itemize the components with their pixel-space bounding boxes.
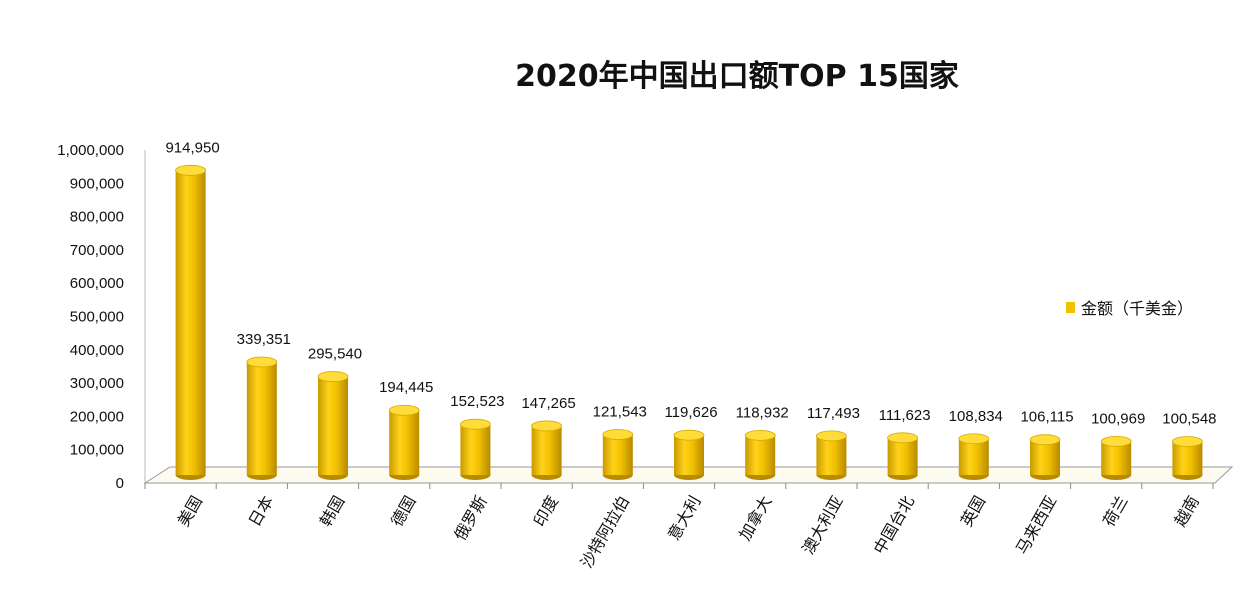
bar-top [246,356,278,368]
x-tick-label: 印度 [530,493,562,530]
x-tick-label: 德国 [387,493,419,530]
x-tick-label: 美国 [174,493,206,530]
data-label: 119,626 [664,404,717,421]
y-axis: 0 100,000 200,000 300,000 400,000 500,000 600,… [57,142,146,492]
y-tick-label: 900,000 [70,175,124,192]
bar-top [602,429,634,440]
x-tick-label: 日本 [245,493,277,530]
y-tick-label: 100,000 [70,442,124,459]
data-label: 914,950 [165,139,219,156]
legend-swatch [1066,302,1075,313]
bar [317,371,349,480]
x-tick-label: 沙特阿拉伯 [577,493,633,572]
bar-body [1030,439,1060,475]
data-label: 194,445 [379,379,433,396]
bar-body [745,435,776,475]
bar-top [1172,436,1203,447]
data-label: 100,969 [1091,410,1145,427]
y-tick-label: 500,000 [70,309,124,326]
bar-body [246,361,277,475]
x-tick-label: 荷兰 [1099,493,1131,530]
x-tick-label: 中国台北 [870,493,918,558]
bar [602,429,634,480]
bar-top [816,430,847,442]
data-label: 147,265 [521,395,575,412]
bar-top [459,418,491,430]
bar-body [1172,441,1203,475]
bar [958,433,990,480]
x-tick-label: 英国 [957,493,989,530]
data-label: 100,548 [1162,411,1216,428]
bar [246,356,278,480]
x-tick-label: 加拿大 [735,493,775,544]
bar-body [958,438,989,475]
bar-body [816,435,847,475]
y-tick-label: 800,000 [70,209,124,226]
bar-body [887,437,918,475]
bar-top [887,432,918,444]
x-tick-label: 澳大利亚 [798,493,846,558]
data-label: 111,623 [879,407,931,424]
data-label: 295,540 [308,346,362,363]
bar [673,429,705,480]
bar [887,432,918,480]
bar [388,404,420,480]
bar-top [388,404,420,416]
bar-body [389,410,420,475]
y-tick-label: 300,000 [70,375,124,392]
x-axis: 美国 日本 韩国 德国 俄罗斯 印度 沙特阿拉伯 意大利 加拿大 澳大利亚 中国台北 英国 马来西亚 荷兰… [144,483,1214,572]
bars: 914,950 339,351 295,540 194,445 152,523 147,2… [165,139,1217,480]
x-tick-label: 马来西亚 [1012,493,1060,558]
bar-top [744,429,776,441]
bar-body [674,435,704,475]
bar [459,418,491,480]
bar-body [460,424,491,475]
y-tick-label: 200,000 [70,408,124,425]
bar-body [318,376,348,475]
bar-top [958,433,990,445]
bar [1100,435,1132,480]
x-tick-label: 韩国 [316,493,348,530]
bar [531,420,562,480]
y-tick-label: 600,000 [70,275,124,292]
x-tick-label: 意大利 [664,493,704,544]
data-label: 152,523 [450,393,504,410]
bar-body [175,170,206,475]
bar-body [602,434,633,475]
bar [744,429,776,480]
y-tick-label: 0 [116,475,124,492]
bar [1029,434,1061,480]
y-tick-label: 700,000 [70,242,124,259]
bar-top [175,164,207,176]
bar-top [531,420,562,432]
x-tick-label: 越南 [1170,493,1202,530]
bar [1172,436,1203,480]
chart-title: 2020年中国出口额TOP 15国家 [515,59,959,94]
data-label: 108,834 [949,408,1003,425]
data-label: 117,493 [807,405,860,422]
legend: 金额（千美金） [1066,299,1193,318]
legend-label: 金额（千美金） [1081,299,1193,318]
data-label: 118,932 [736,404,789,421]
data-label: 121,543 [593,404,647,421]
x-tick-label: 俄罗斯 [450,493,490,544]
bar-top [1029,434,1061,446]
bar-top [673,429,705,441]
bar [816,430,847,480]
bar-body [1101,441,1132,475]
data-label: 106,115 [1020,409,1073,426]
bar-body [531,425,562,475]
bar-top [317,371,349,382]
y-tick-label: 1,000,000 [57,142,124,159]
bar [175,164,207,480]
y-tick-label: 400,000 [70,342,124,359]
data-label: 339,351 [237,331,291,348]
bar-top [1100,435,1132,447]
